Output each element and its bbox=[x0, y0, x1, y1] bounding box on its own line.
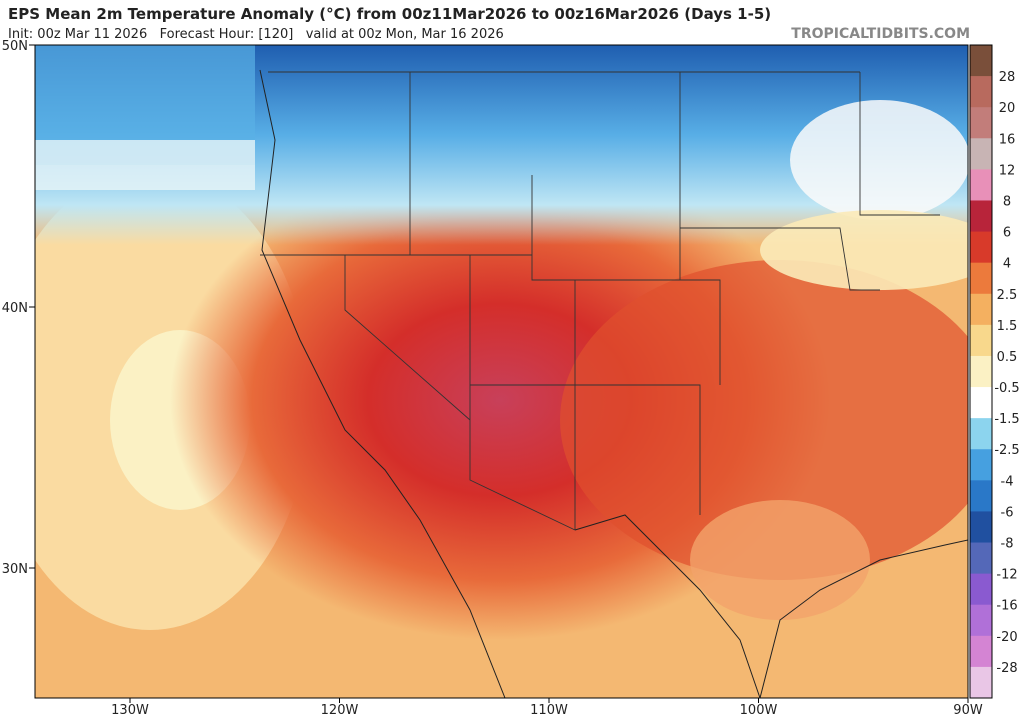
colorbar-label: 28 bbox=[999, 70, 1016, 85]
colorbar-label: -8 bbox=[1001, 537, 1014, 552]
colorbar-segment bbox=[970, 542, 992, 575]
colorbar-segment bbox=[970, 107, 992, 139]
colorbar-label: 1.5 bbox=[997, 319, 1018, 334]
colorbar-label: 4 bbox=[1003, 257, 1011, 272]
lon-label: 100W bbox=[740, 703, 778, 718]
colorbar-label: 0.5 bbox=[997, 350, 1018, 365]
colorbar-segment bbox=[970, 200, 992, 233]
colorbar-label: -12 bbox=[996, 568, 1017, 583]
colorbar-label: -28 bbox=[996, 661, 1017, 676]
colorbar-label: 16 bbox=[999, 132, 1016, 147]
lat-labels: 50N 40N 30N bbox=[2, 39, 35, 577]
colorbar-segment bbox=[970, 418, 992, 450]
colorbar-label: -1.5 bbox=[994, 412, 1019, 427]
colorbar-segment bbox=[970, 138, 992, 170]
colorbar-segment bbox=[970, 511, 992, 544]
colorbar-label: -0.5 bbox=[994, 381, 1019, 396]
colorbar-label: 2.5 bbox=[997, 288, 1018, 303]
lon-label: 120W bbox=[321, 703, 359, 718]
colorbar-label: 20 bbox=[999, 101, 1016, 116]
colorbar-segment bbox=[970, 604, 992, 637]
colorbar: 28 20 16 12 8 6 4 2.5 1.5 0.5 -0.5 -1.5 -2.5 -4 -6 -8 -1… bbox=[969, 44, 1020, 699]
colorbar-segment bbox=[970, 573, 992, 606]
colorbar-segment bbox=[970, 355, 992, 388]
colorbar-label: -4 bbox=[1001, 474, 1014, 489]
colorbar-label: -20 bbox=[996, 630, 1017, 645]
colorbar-segment bbox=[970, 231, 992, 264]
colorbar-segment bbox=[970, 666, 992, 699]
colorbar-label: -6 bbox=[1001, 505, 1014, 520]
lon-label: 110W bbox=[530, 703, 568, 718]
colorbar-label: 8 bbox=[1003, 194, 1011, 209]
brand: TROPICALTIDBITS.COM bbox=[791, 26, 970, 42]
colorbar-label: 12 bbox=[999, 163, 1016, 178]
colorbar-segment bbox=[970, 480, 992, 512]
map-frame bbox=[34, 44, 969, 699]
colorbar-segment bbox=[970, 387, 992, 419]
lon-labels: 130W 120W 110W 100W 90W bbox=[111, 698, 983, 718]
info: Init: 00z Mar 11 2026 Forecast Hour: [12… bbox=[8, 27, 504, 42]
colorbar-segment bbox=[970, 262, 992, 295]
colorbar-segment bbox=[970, 76, 992, 108]
colorbar-label: 6 bbox=[1003, 226, 1011, 241]
colorbar-segment bbox=[970, 635, 992, 668]
lat-label: 50N bbox=[2, 39, 28, 54]
lat-label: 30N bbox=[2, 562, 28, 577]
colorbar-segment bbox=[970, 324, 992, 357]
colorbar-segment bbox=[970, 169, 992, 201]
lat-label: 40N bbox=[2, 301, 28, 316]
title: EPS Mean 2m Temperature Anomaly (°C) fro… bbox=[8, 5, 771, 23]
colorbar-segment bbox=[970, 45, 992, 77]
colorbar-label: -2.5 bbox=[994, 443, 1019, 458]
lon-label: 130W bbox=[111, 703, 149, 718]
colorbar-segment bbox=[970, 293, 992, 326]
colorbar-frame bbox=[969, 44, 993, 699]
map bbox=[35, 45, 968, 698]
colorbar-label: -16 bbox=[996, 599, 1017, 614]
lon-label: 90W bbox=[953, 703, 983, 718]
colorbar-segment bbox=[970, 449, 992, 481]
